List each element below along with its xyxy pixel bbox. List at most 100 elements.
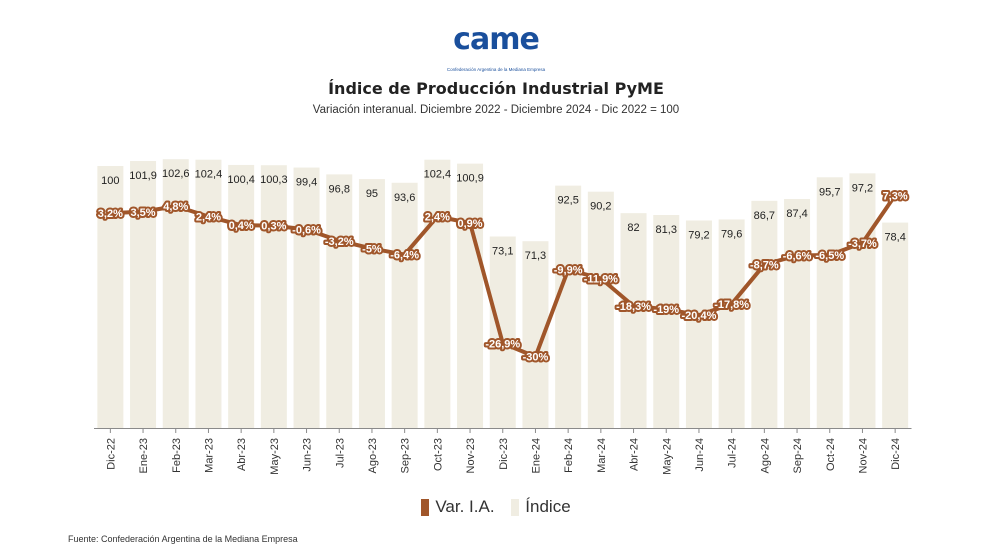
variation-label-mar-24: -11,9% — [584, 273, 618, 285]
x-tick-label-jun-24: Jun-24 — [694, 438, 706, 472]
bar-jul-24 — [718, 219, 745, 428]
bar-value-label-sep-24: 87,4 — [786, 208, 807, 220]
bar-abr-23 — [228, 164, 255, 428]
x-tick-label-dic-23: Dic-23 — [498, 438, 510, 470]
bar-value-label-nov-24: 97,2 — [852, 182, 873, 194]
variation-label-may-23: 0,3% — [261, 221, 286, 233]
bar-mar-24 — [587, 191, 614, 428]
bar-jul-23 — [326, 174, 353, 428]
bar-dic-23 — [489, 236, 516, 428]
variation-label-nov-24: -3,7% — [848, 238, 877, 250]
x-tick-label-may-23: May-23 — [269, 438, 281, 475]
variation-label-dic-22: 3,2% — [98, 208, 123, 220]
x-tick-label-jun-23: Jun-23 — [302, 438, 314, 472]
bar-value-label-dic-22: 100 — [101, 175, 119, 187]
variation-label-ene-23: 3,5% — [131, 207, 156, 219]
came-logo: came Confederación Argentina de la Media… — [440, 22, 552, 80]
variation-label-ago-24: -8,7% — [750, 260, 779, 272]
legend-item-variation: Var. I.A. — [421, 497, 495, 517]
legend: Var. I.A. Índice — [0, 497, 992, 521]
x-tick-label-sep-23: Sep-23 — [400, 438, 412, 473]
bar-value-label-jul-24: 79,6 — [721, 228, 742, 240]
legend-label-variation: Var. I.A. — [435, 497, 495, 516]
x-tick-label-jul-23: Jul-23 — [334, 438, 346, 468]
bar-jun-23 — [293, 167, 320, 428]
bar-sep-24 — [784, 199, 811, 428]
variation-label-may-24: -19% — [653, 304, 679, 316]
bar-value-label-feb-24: 92,5 — [557, 195, 578, 207]
chart-title: Índice de Producción Industrial PyME — [328, 79, 664, 98]
variation-label-jul-24: -17,8% — [714, 299, 749, 311]
variation-label-ago-23: -5% — [362, 244, 382, 256]
bar-abr-24 — [620, 213, 647, 428]
variation-label-abr-24: -18,3% — [616, 301, 651, 313]
bar-oct-24 — [816, 177, 843, 428]
variation-label-jul-23: -3,2% — [325, 236, 354, 248]
bar-feb-23 — [162, 159, 189, 429]
x-tick-label-dic-22: Dic-22 — [105, 438, 117, 470]
bar-value-label-jun-23: 99,4 — [296, 177, 317, 189]
bar-value-label-may-24: 81,3 — [656, 224, 677, 236]
variation-label-dic-23: -26,9% — [485, 338, 520, 350]
x-tick-label-mar-23: Mar-23 — [203, 438, 215, 473]
x-tick-label-ago-23: Ago-23 — [367, 438, 379, 473]
x-tick-label-nov-23: Nov-23 — [465, 438, 477, 473]
x-tick-label-may-24: May-24 — [661, 438, 673, 475]
x-tick-label-ago-24: Ago-24 — [759, 438, 771, 473]
bar-value-label-oct-24: 95,7 — [819, 186, 840, 198]
bar-ago-23 — [358, 179, 385, 428]
x-tick-label-oct-23: Oct-23 — [432, 438, 444, 471]
bar-nov-24 — [849, 173, 876, 428]
x-tick-label-abr-23: Abr-23 — [236, 438, 248, 471]
variation-label-sep-24: -6,6% — [783, 250, 812, 262]
variation-line — [108, 193, 898, 359]
legend-item-index: Índice — [511, 497, 571, 517]
bar-feb-24 — [555, 185, 582, 428]
x-tick-label-jul-24: Jul-24 — [727, 438, 739, 468]
bar-value-label-mar-23: 102,4 — [195, 169, 223, 181]
x-tick-label-feb-24: Feb-24 — [563, 438, 575, 473]
bar-value-label-jun-24: 79,2 — [688, 229, 709, 241]
came-logo-subtext: Confederación Argentina de la Mediana Em… — [446, 67, 546, 72]
x-tick-label-ene-24: Ene-24 — [530, 438, 542, 473]
bar-value-label-dic-24: 78,4 — [884, 232, 905, 244]
variation-label-ene-24: -30% — [523, 352, 549, 364]
x-tick-label-dic-24: Dic-24 — [890, 438, 902, 470]
bar-ago-24 — [751, 200, 778, 428]
x-tick-label-ene-23: Ene-23 — [138, 438, 150, 473]
chart-subtitle: Variación interanual. Diciembre 2022 - D… — [312, 104, 680, 116]
legend-label-index: Índice — [525, 497, 571, 516]
variation-label-nov-23: 0,9% — [458, 218, 483, 230]
bar-value-label-may-23: 100,3 — [260, 174, 288, 186]
variation-label-feb-23: 4,8% — [163, 201, 188, 213]
legend-swatch-variation — [421, 498, 430, 516]
bar-value-label-abr-23: 100,4 — [227, 174, 255, 186]
variation-label-jun-23: -0,6% — [292, 225, 321, 237]
bar-may-23 — [260, 165, 287, 429]
bar-value-label-feb-23: 102,6 — [162, 168, 190, 180]
x-tick-label-abr-24: Abr-24 — [629, 438, 641, 471]
bar-nov-23 — [457, 163, 484, 428]
x-tick-label-mar-24: Mar-24 — [596, 438, 608, 473]
variation-label-feb-24: -9,9% — [554, 265, 583, 277]
bar-jun-24 — [685, 220, 712, 428]
bar-dic-24 — [882, 222, 909, 428]
variation-label-abr-23: 0,4% — [229, 220, 254, 232]
bar-value-label-ago-23: 95 — [366, 188, 378, 200]
bar-may-24 — [653, 214, 680, 428]
bar-value-label-mar-24: 90,2 — [590, 201, 611, 213]
bar-value-label-sep-23: 93,6 — [394, 192, 415, 204]
bar-value-label-nov-23: 100,9 — [456, 173, 484, 185]
bar-value-label-dic-23: 73,1 — [492, 245, 513, 257]
x-tick-label-oct-24: Oct-24 — [825, 438, 837, 471]
variation-label-sep-23: -6,4% — [390, 250, 419, 262]
variation-label-jun-24: -20,4% — [682, 310, 717, 322]
bar-value-label-ene-24: 71,3 — [525, 250, 546, 262]
variation-label-oct-24: -6,5% — [815, 250, 844, 262]
x-tick-label-sep-24: Sep-24 — [792, 438, 804, 473]
bar-dic-22 — [97, 166, 124, 428]
variation-label-oct-23: 2,4% — [425, 212, 450, 224]
variation-label-mar-23: 2,4% — [196, 212, 221, 224]
bar-value-label-ago-24: 86,7 — [754, 210, 775, 222]
